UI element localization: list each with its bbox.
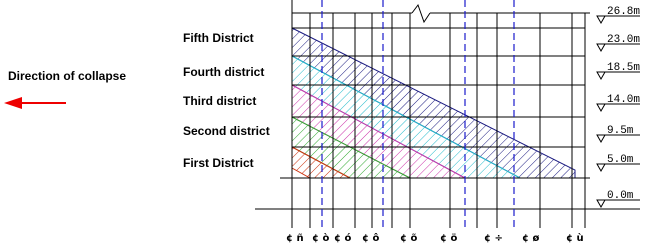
axis-label: ¢ ø	[522, 233, 539, 244]
district-label: Fifth District	[183, 31, 254, 45]
district-label: Second district	[183, 124, 270, 138]
district-label: Fourth district	[183, 65, 264, 79]
elevation-label: 26.8m	[607, 6, 640, 18]
direction-label: Direction of collapse	[8, 69, 126, 83]
district-label: Third district	[183, 94, 256, 108]
elevation-label: 0.0m	[607, 190, 634, 202]
axis-label: ¢ ÷	[484, 233, 503, 244]
collapse-bands	[291, 27, 576, 179]
elevation-label: 23.0m	[607, 34, 640, 46]
axis-label: ¢ ö	[440, 233, 457, 244]
axis-label: ¢ ù	[566, 232, 584, 244]
elevation-marker	[596, 134, 606, 144]
elevation-marker	[596, 103, 606, 113]
district-label: First District	[183, 156, 254, 170]
elevation-label: 5.0m	[607, 154, 634, 166]
elevation-marker	[596, 43, 606, 53]
elevation-marker	[596, 199, 606, 209]
elevation-marker	[596, 71, 606, 81]
elevation-label: 9.5m	[607, 125, 634, 137]
structural-grid	[255, 0, 640, 228]
elevation-marker	[596, 15, 606, 25]
axis-label: ¢ ô	[362, 232, 379, 244]
axis-label: ¢ ñ	[286, 233, 304, 244]
elevation-label: 18.5m	[607, 62, 640, 74]
elevation-marker	[596, 163, 606, 173]
axis-label: ¢ ó	[334, 232, 351, 244]
axis-label: ¢ õ	[400, 233, 417, 244]
elevation-label: 14.0m	[607, 94, 640, 106]
collapse-arrow	[4, 97, 66, 109]
axis-label: ¢ ò	[312, 232, 329, 244]
